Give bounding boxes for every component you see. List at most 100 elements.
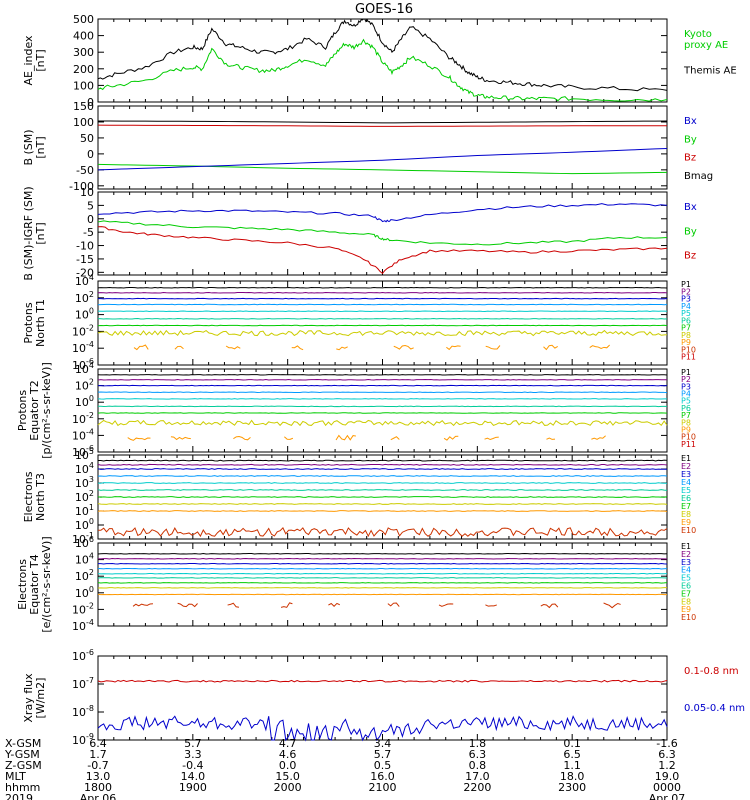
y-axis-label: ProtonsEquator T2[p/(cm²-s-sr-keV)] xyxy=(16,362,53,459)
legend-entry: P11 xyxy=(681,353,696,362)
legend-entry: E4 xyxy=(681,566,691,575)
series-p9-segment xyxy=(446,345,461,351)
series-by xyxy=(97,220,668,246)
series-p9-segment xyxy=(589,344,610,349)
footer-cell: 2100 xyxy=(369,781,397,794)
series-p9-segment xyxy=(543,344,558,351)
series-p6 xyxy=(97,318,668,320)
legend-entry: E6 xyxy=(681,494,691,503)
series-e10-segment xyxy=(280,602,293,608)
series-p9-segment xyxy=(591,435,606,440)
series-e10-segment xyxy=(177,602,198,608)
legend-entry: E7 xyxy=(681,502,691,511)
legend-entry: P3 xyxy=(681,382,691,391)
footer-row-label: Z-GSM xyxy=(5,759,42,772)
y-tick-label: 100 xyxy=(75,517,94,532)
legend-entry: P7 xyxy=(681,324,691,333)
series-e4 xyxy=(97,475,668,477)
y-axis-label: ProtonsNorth T1 xyxy=(22,299,47,347)
y-axis-label: ElectronsEquator T4[e/(cm²-s-sr-keV)] xyxy=(16,536,53,632)
y-tick-label: 10-2 xyxy=(72,323,94,338)
series-bx xyxy=(97,203,668,223)
y-tick-label: 104 xyxy=(75,361,94,376)
series-p9-segment xyxy=(133,344,149,351)
series-p9-segment xyxy=(170,436,191,441)
y-tick-label: 10-6 xyxy=(72,444,94,459)
series-e1 xyxy=(97,459,668,462)
legend-entry: E1 xyxy=(681,454,691,463)
footer-cell: 1900 xyxy=(179,781,207,794)
legend-entry: By xyxy=(684,226,697,237)
series-e8 xyxy=(97,503,668,505)
legend-entry: Bz xyxy=(684,153,696,164)
legend-entry: Bx xyxy=(684,116,697,127)
footer-row-label: Y-GSM xyxy=(4,748,40,761)
y-tick-label: 200 xyxy=(73,63,94,76)
y-tick-label: 104 xyxy=(75,552,94,567)
series-p8 xyxy=(97,329,668,337)
footer-row-label: X-GSM xyxy=(5,737,41,750)
y-axis-label: ElectronsNorth T3 xyxy=(22,471,47,522)
panel-frame xyxy=(97,105,668,190)
panel-frame xyxy=(97,655,668,741)
legend-entry: P10 xyxy=(681,433,696,442)
plot-title: GOES-16 xyxy=(355,2,413,17)
legend-entry: E5 xyxy=(681,486,691,495)
series-p9-segment xyxy=(390,436,400,441)
legend-entry: P2 xyxy=(681,287,691,296)
footer-row-label: 2019 xyxy=(5,792,33,800)
series-themis-ae xyxy=(97,18,668,92)
y-tick-label: -5 xyxy=(83,226,94,239)
series-p9-segment xyxy=(225,345,241,350)
y-tick-label: 100 xyxy=(75,394,94,409)
footer-cell: 19.0 xyxy=(655,770,680,783)
footer-cell: 0.0 xyxy=(279,759,297,772)
y-tick-label: 104 xyxy=(75,461,94,476)
series-p9-segment xyxy=(443,435,459,441)
y-tick-label: 100 xyxy=(75,307,94,322)
footer-cell: 16.0 xyxy=(370,770,395,783)
y-tick-label: 150 xyxy=(73,100,94,113)
y-tick-label: 10-9 xyxy=(72,732,94,747)
legend-entry: P10 xyxy=(681,345,696,354)
footer-cell: 17.0 xyxy=(465,770,490,783)
series-e10-segment xyxy=(438,603,454,607)
y-tick-label: 10-4 xyxy=(72,618,94,633)
series-p9-segment xyxy=(393,345,414,350)
footer-cell: 6.5 xyxy=(563,748,581,761)
footer-cell: -0.4 xyxy=(182,759,203,772)
legend-entry: E3 xyxy=(681,558,691,567)
y-tick-label: 10-4 xyxy=(72,340,94,355)
y-tick-label: 102 xyxy=(75,489,94,504)
y-axis-label: AE_index[nT] xyxy=(22,35,47,86)
legend-entry: P9 xyxy=(681,425,691,434)
y-tick-label: -20 xyxy=(76,266,94,279)
footer-cell: 2000 xyxy=(274,781,302,794)
series-e10-segment xyxy=(485,604,497,607)
legend-entry: E7 xyxy=(681,589,691,598)
series-p9-segment xyxy=(174,345,184,350)
y-tick-label: 10-4 xyxy=(72,427,94,442)
footer-cell: 14.0 xyxy=(181,770,206,783)
footer-row-label: hhmm xyxy=(5,781,40,794)
legend-entry: E10 xyxy=(681,526,696,535)
series-e5 xyxy=(97,482,668,484)
y-tick-label: 102 xyxy=(75,290,94,305)
legend-entry: E4 xyxy=(681,478,691,487)
series-e10-segment xyxy=(540,603,559,609)
legend-entry: E2 xyxy=(681,462,691,471)
y-axis-label: B (SM)[nT] xyxy=(22,129,47,165)
legend-entry: Bx xyxy=(684,202,697,213)
y-tick-label: 500 xyxy=(73,13,94,26)
footer-cell: 2300 xyxy=(558,781,586,794)
legend-entry: Bmag xyxy=(684,171,713,182)
series-p9-segment xyxy=(284,436,294,440)
legend-entry: P5 xyxy=(681,397,691,406)
legend-entry: P4 xyxy=(681,390,691,399)
y-tick-label: 10-6 xyxy=(72,357,94,372)
legend-entry: Themis AE xyxy=(683,66,737,77)
footer-cell: 0.8 xyxy=(469,759,487,772)
footer-cell: 1800 xyxy=(84,781,112,794)
